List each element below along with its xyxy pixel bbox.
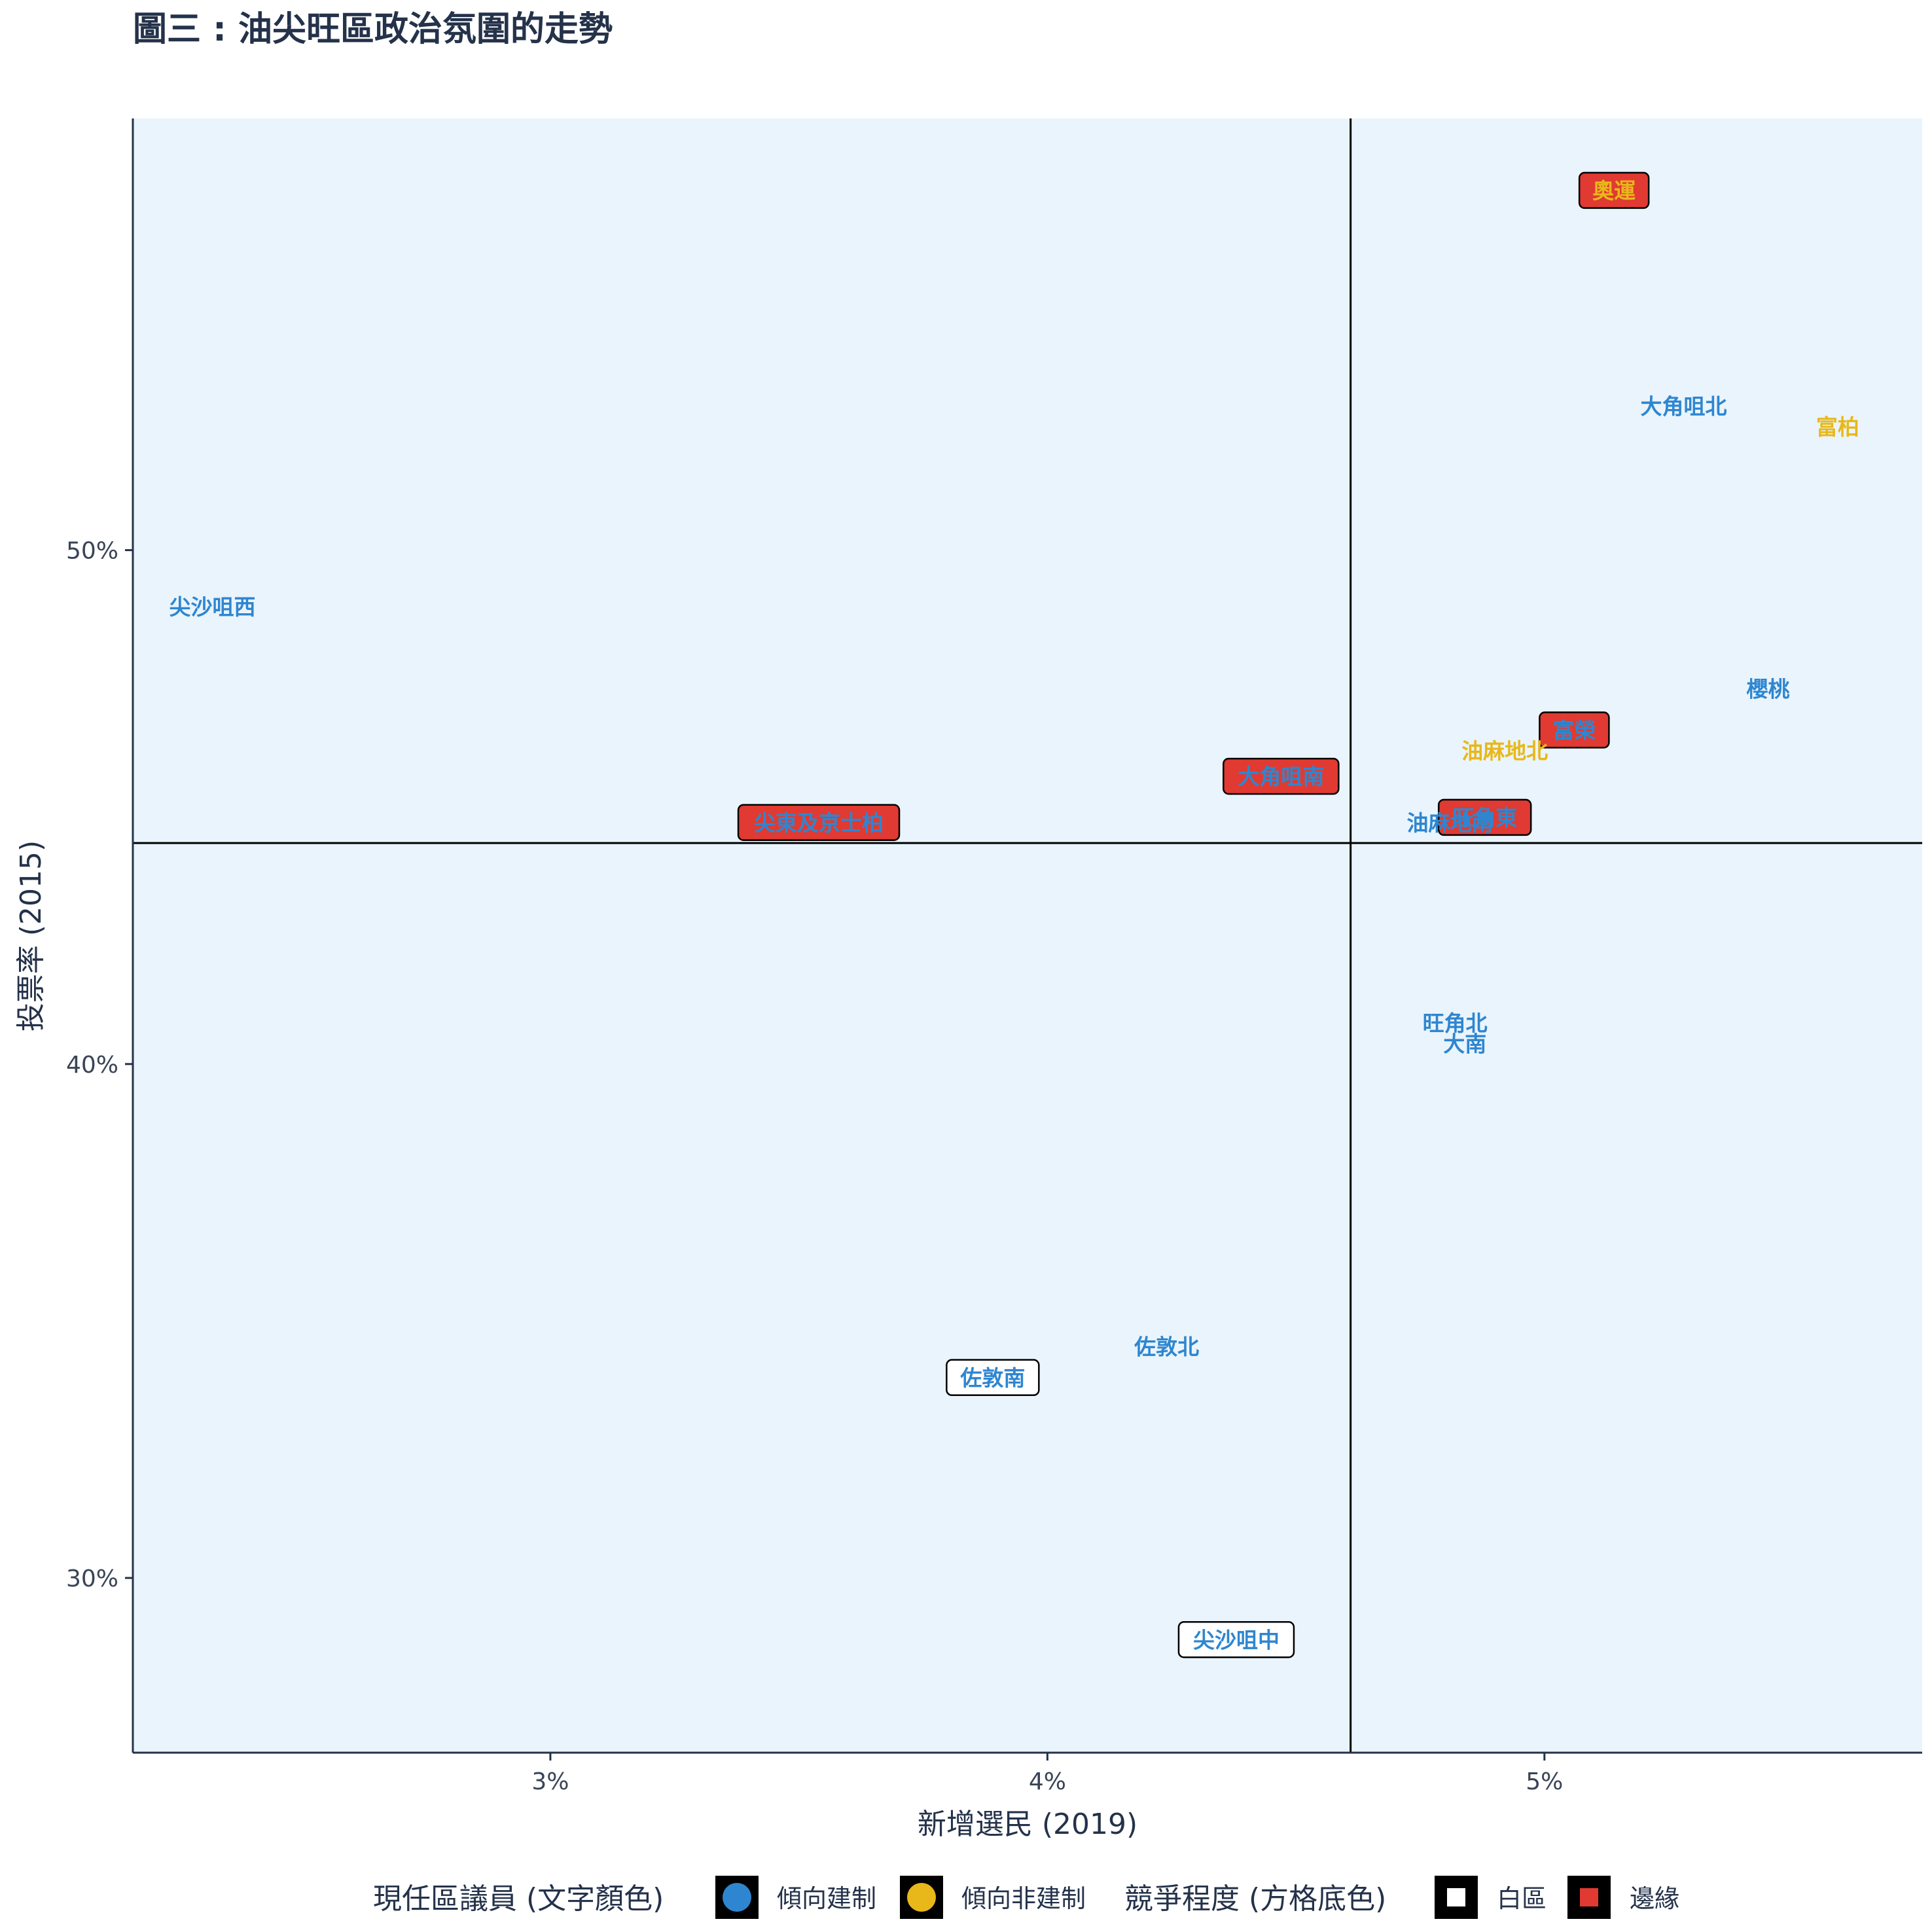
legend-dot-non-establishment: [907, 1883, 936, 1912]
legend-label-marginal: 邊緣: [1630, 1884, 1679, 1913]
district-label: 大角咀南: [1238, 764, 1324, 789]
label-boxes: [737, 171, 1650, 1658]
y-tick-label: 50%: [66, 538, 118, 565]
reference-lines: [133, 118, 1922, 1753]
district-label: 油麻地北: [1461, 738, 1548, 764]
plot-panel: [133, 118, 1922, 1753]
legend: 現任區議員 (文字顏色) 傾向建制 傾向非建制 競爭程度 (方格底色) 白區 邊…: [373, 1876, 1679, 1919]
district-label: 櫻桃: [1746, 677, 1790, 702]
x-axis-label: 新增選民 (2019): [918, 1808, 1137, 1841]
y-tick-label: 40%: [66, 1052, 118, 1079]
legend-square-marginal: [1580, 1888, 1598, 1906]
white-area-label-box: [1177, 1621, 1295, 1658]
marginal-label-box: [1539, 711, 1610, 749]
district-label: 富柏: [1816, 414, 1859, 440]
x-axis-ticks: 3% 4% 5%: [531, 1753, 1563, 1795]
x-tick-label: 3%: [531, 1768, 569, 1795]
district-label: 尖東及京士柏: [754, 810, 884, 836]
district-label: 尖沙咀中: [1193, 1627, 1279, 1653]
y-axis-label: 投票率 (2015): [14, 840, 48, 1031]
x-tick-label: 5%: [1526, 1768, 1563, 1795]
legend-dot-pro-establishment: [723, 1883, 751, 1912]
y-tick-label: 30%: [66, 1565, 118, 1592]
district-label: 奧運: [1592, 178, 1636, 204]
district-label: 旺角東: [1452, 805, 1517, 831]
district-label: 大角咀北: [1640, 394, 1726, 420]
legend-label-pro-establishment: 傾向建制: [777, 1884, 876, 1913]
district-label: 佐敦南: [959, 1365, 1025, 1391]
legend-box-title: 競爭程度 (方格底色): [1124, 1882, 1386, 1916]
district-label: 大南: [1443, 1031, 1486, 1056]
district-label: 佐敦北: [1134, 1334, 1199, 1360]
white-area-label-box: [946, 1359, 1040, 1397]
district-label: 油麻地南: [1407, 810, 1494, 836]
chart-title: 圖三 : 油尖旺區政治氛圍的走勢: [133, 10, 613, 49]
x-tick-label: 4%: [1029, 1768, 1066, 1795]
marginal-label-box: [737, 804, 901, 842]
district-label: 富榮: [1552, 717, 1596, 743]
marginal-label-box: [1223, 757, 1340, 795]
legend-label-non-establishment: 傾向非建制: [961, 1884, 1086, 1913]
marginal-label-box: [1437, 798, 1532, 836]
district-label: 尖沙咀西: [170, 594, 256, 620]
marginal-label-box: [1578, 171, 1650, 209]
legend-text-color-title: 現任區議員 (文字顏色): [373, 1882, 664, 1916]
y-axis-ticks: 30% 40% 50%: [66, 538, 133, 1592]
legend-square-white: [1447, 1888, 1465, 1906]
legend-label-white: 白區: [1497, 1884, 1547, 1913]
district-label: 旺角北: [1423, 1011, 1488, 1036]
